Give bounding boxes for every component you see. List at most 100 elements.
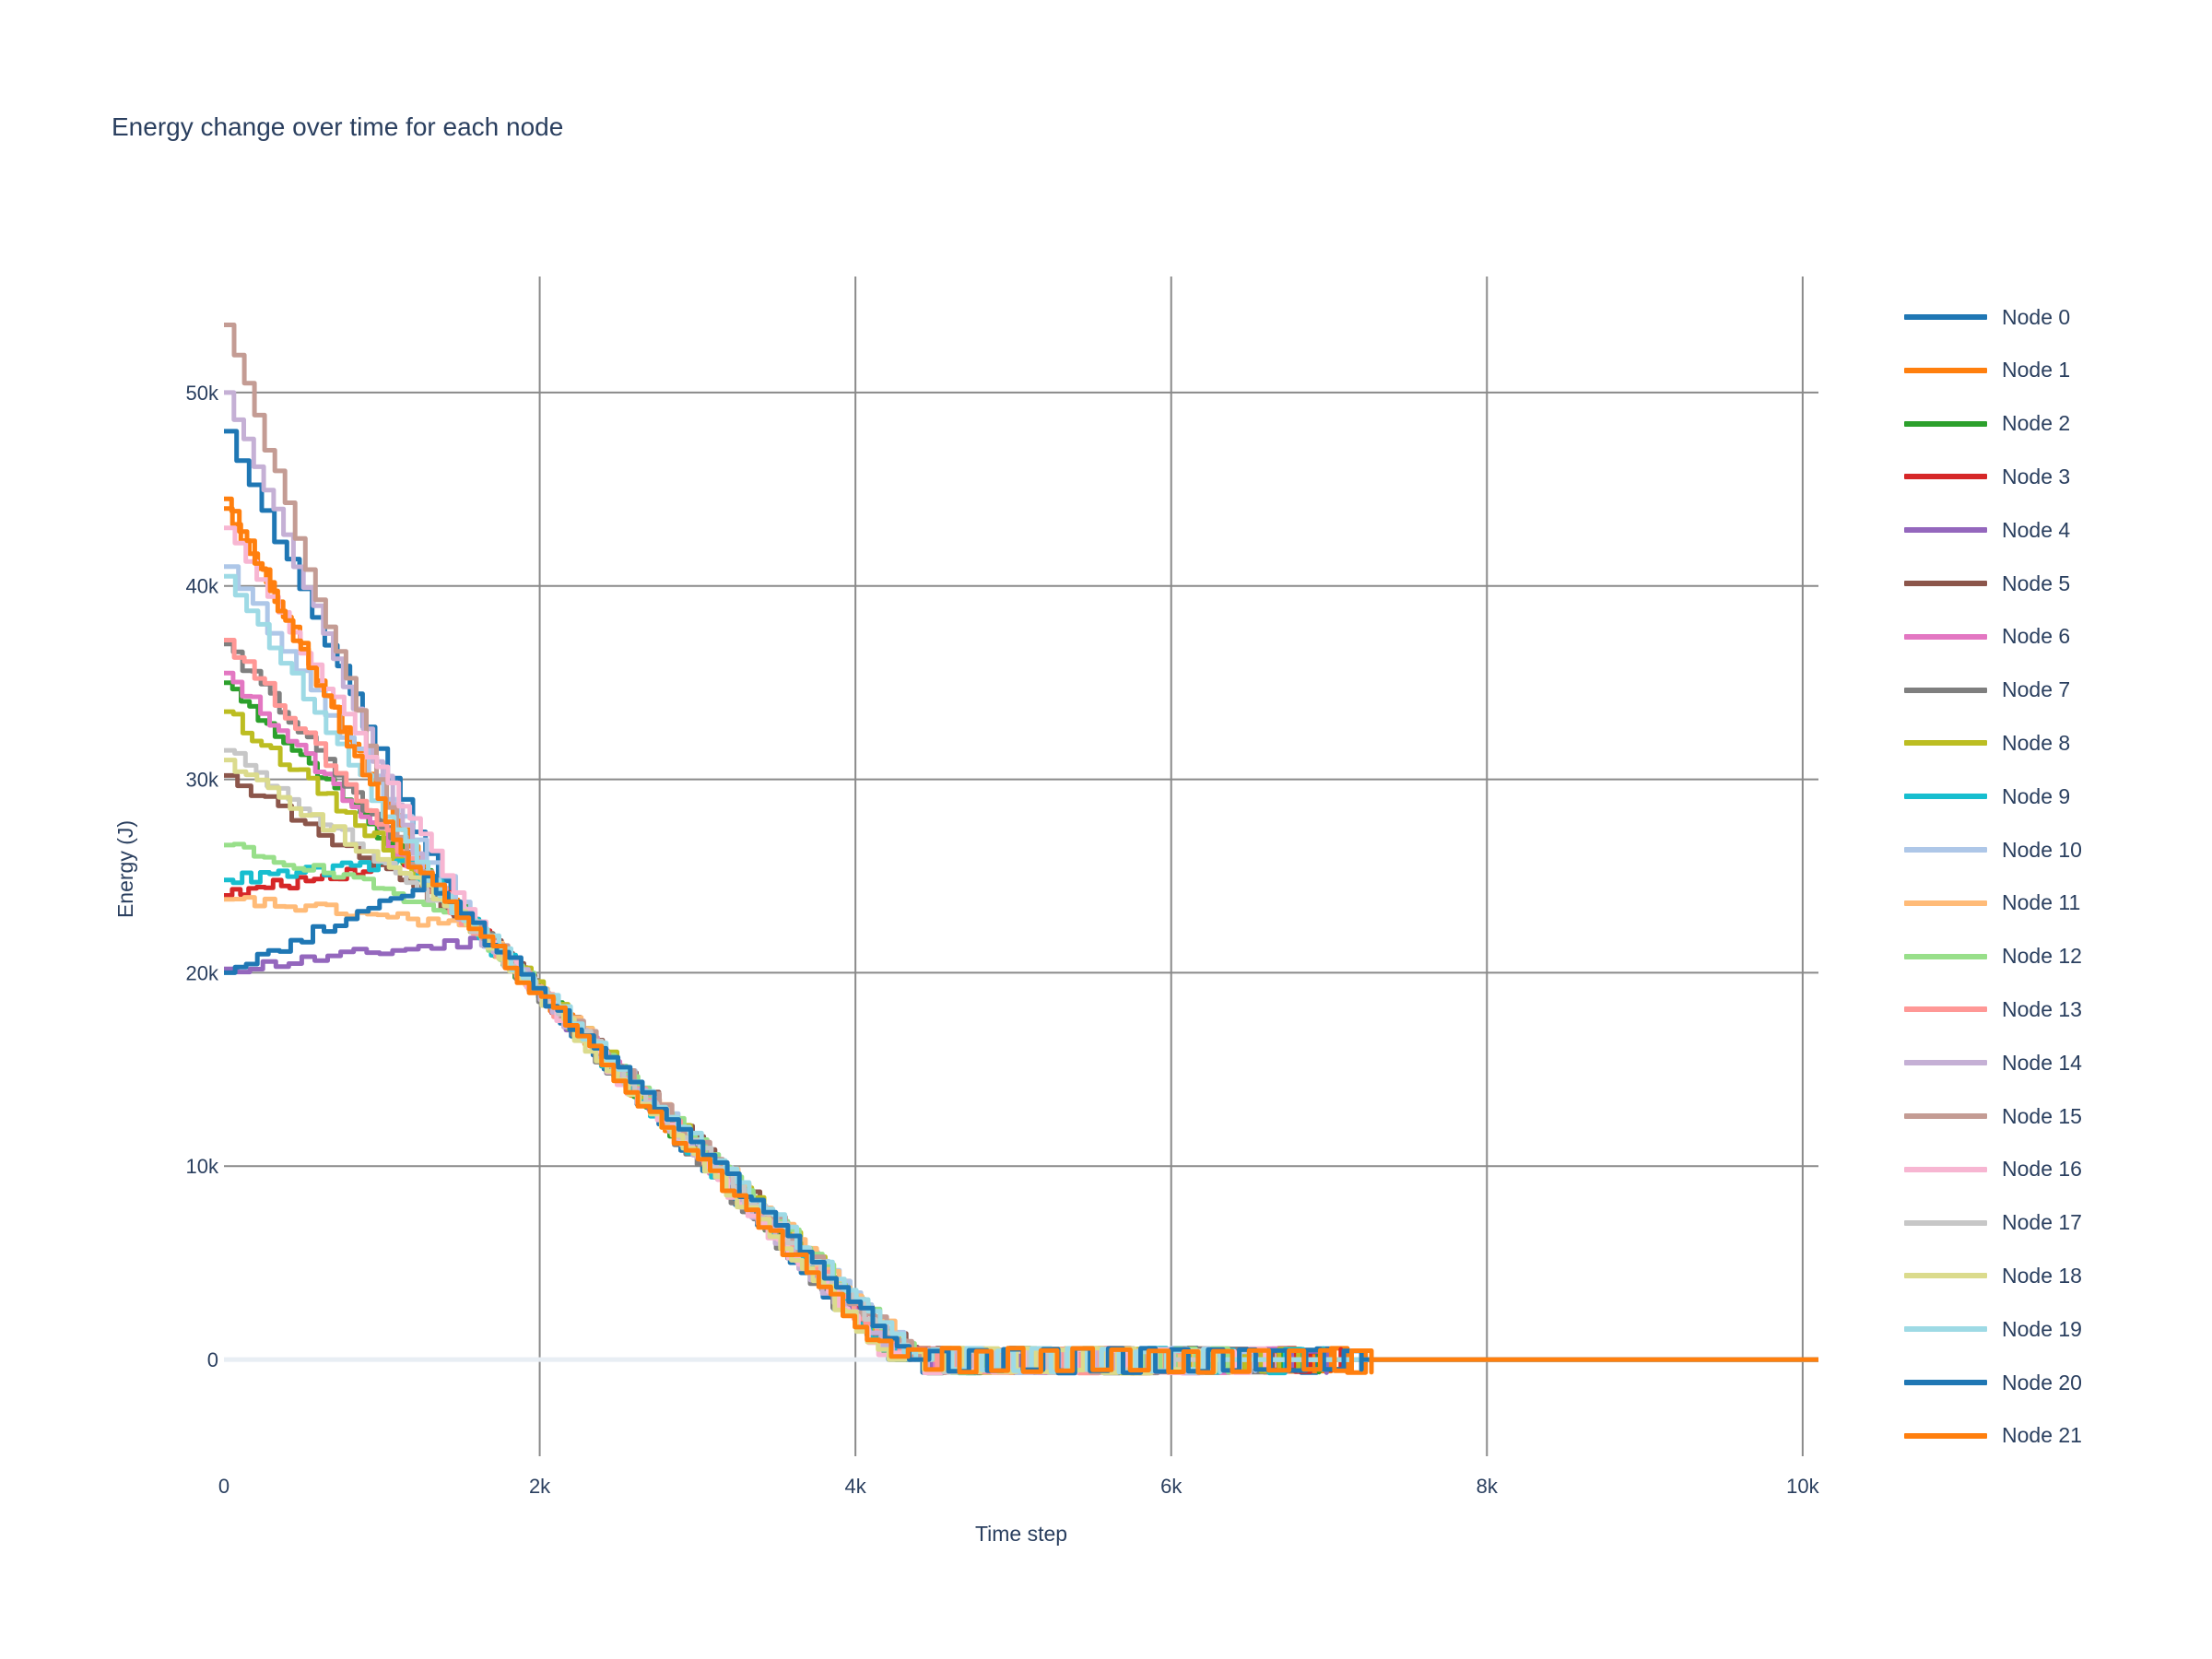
legend-label: Node 7 bbox=[2002, 677, 2071, 702]
legend-item[interactable]: Node 15 bbox=[1904, 1100, 2082, 1133]
legend-label: Node 15 bbox=[2002, 1103, 2082, 1128]
y-tick-label: 40k bbox=[186, 575, 219, 598]
legend-swatch bbox=[1904, 847, 1987, 853]
legend-swatch bbox=[1904, 1273, 1987, 1279]
legend-label: Node 21 bbox=[2002, 1423, 2082, 1448]
legend-swatch bbox=[1904, 314, 1987, 320]
legend-swatch bbox=[1904, 420, 1987, 427]
legend-item[interactable]: Node 19 bbox=[1904, 1312, 2082, 1346]
series-line-node-6 bbox=[224, 670, 1818, 1376]
y-tick-label: 0 bbox=[207, 1348, 218, 1371]
series-line-node-18 bbox=[224, 758, 1818, 1376]
legend-swatch bbox=[1904, 581, 1987, 586]
x-tick-label: 4k bbox=[845, 1475, 867, 1498]
legend-swatch bbox=[1904, 1219, 1987, 1226]
legend-swatch bbox=[1904, 633, 1987, 640]
legend-label: Node 13 bbox=[2002, 996, 2082, 1021]
legend-item[interactable]: Node 20 bbox=[1904, 1366, 2082, 1399]
legend-label: Node 16 bbox=[2002, 1157, 2082, 1182]
legend-item[interactable]: Node 6 bbox=[1904, 620, 2070, 653]
x-tick-label: 10k bbox=[1786, 1475, 1819, 1498]
legend-swatch bbox=[1904, 900, 1987, 906]
legend-item[interactable]: Node 8 bbox=[1904, 726, 2070, 759]
legend-label: Node 19 bbox=[2002, 1316, 2082, 1341]
legend-label: Node 8 bbox=[2002, 730, 2071, 755]
legend-swatch bbox=[1904, 1432, 1987, 1439]
series-line-node-16 bbox=[224, 525, 1818, 1375]
legend-label: Node 10 bbox=[2002, 837, 2082, 862]
y-tick-label: 20k bbox=[186, 961, 219, 984]
legend-swatch bbox=[1904, 474, 1987, 480]
legend-item[interactable]: Node 14 bbox=[1904, 1046, 2082, 1079]
series-line-node-11 bbox=[224, 895, 1818, 1375]
legend-swatch bbox=[1904, 953, 1987, 959]
legend-swatch bbox=[1904, 1060, 1987, 1066]
series-line-node-20 bbox=[224, 874, 1818, 1376]
x-tick-label: 2k bbox=[529, 1475, 551, 1498]
legend-label: Node 1 bbox=[2002, 358, 2071, 382]
gridlines bbox=[224, 276, 1818, 1456]
legend-label: Node 11 bbox=[2002, 890, 2081, 915]
legend-label: Node 3 bbox=[2002, 464, 2071, 488]
x-tick-label: 6k bbox=[1160, 1475, 1182, 1498]
legend-item[interactable]: Node 12 bbox=[1904, 940, 2082, 973]
legend-item[interactable]: Node 16 bbox=[1904, 1153, 2082, 1186]
legend-label: Node 20 bbox=[2002, 1370, 2082, 1394]
series-line-node-13 bbox=[224, 638, 1818, 1376]
legend-swatch bbox=[1904, 1380, 1987, 1385]
series-line-node-7 bbox=[224, 641, 1818, 1376]
series-line-node-15 bbox=[224, 323, 1818, 1375]
series-line-node-4 bbox=[224, 935, 1818, 1375]
legend-label: Node 9 bbox=[2002, 783, 2071, 808]
legend-swatch bbox=[1904, 687, 1987, 693]
series-line-node-9 bbox=[224, 857, 1818, 1376]
y-tick-label: 30k bbox=[186, 769, 219, 792]
legend-swatch bbox=[1904, 1006, 1987, 1013]
legend-swatch bbox=[1904, 527, 1987, 534]
y-tick-label: 50k bbox=[186, 382, 219, 405]
series-line-node-1 bbox=[224, 506, 1818, 1376]
y-axis-title: Energy (J) bbox=[113, 820, 137, 918]
series-line-node-5 bbox=[224, 772, 1818, 1375]
legend-label: Node 4 bbox=[2002, 517, 2071, 542]
legend-label: Node 12 bbox=[2002, 944, 2082, 969]
series-line-node-10 bbox=[224, 564, 1818, 1376]
legend-swatch bbox=[1904, 1326, 1987, 1333]
series-line-node-19 bbox=[224, 573, 1818, 1375]
legend-item[interactable]: Node 18 bbox=[1904, 1259, 2082, 1292]
series-line-node-17 bbox=[224, 747, 1818, 1375]
legend-item[interactable]: Node 5 bbox=[1904, 567, 2070, 600]
legend-item[interactable]: Node 2 bbox=[1904, 407, 2070, 441]
series-line-node-2 bbox=[224, 680, 1818, 1376]
legend-swatch bbox=[1904, 794, 1987, 800]
legend-item[interactable]: Node 11 bbox=[1904, 887, 2080, 920]
legend-item[interactable]: Node 13 bbox=[1904, 993, 2082, 1026]
legend-item[interactable]: Node 21 bbox=[1904, 1419, 2082, 1453]
legend-swatch bbox=[1904, 740, 1987, 747]
legend-item[interactable]: Node 7 bbox=[1904, 674, 2070, 707]
legend-label: Node 17 bbox=[2002, 1210, 2082, 1235]
series-line-node-8 bbox=[224, 709, 1818, 1376]
legend-swatch bbox=[1904, 367, 1987, 373]
legend-item[interactable]: Node 1 bbox=[1904, 354, 2070, 387]
legend-label: Node 18 bbox=[2002, 1263, 2082, 1288]
legend-item[interactable]: Node 0 bbox=[1904, 300, 2070, 334]
x-axis-title: Time step bbox=[975, 1522, 1067, 1546]
axis-tick-labels: 0 2k 4k 6k 8k 10k 0 10k 20k 30k 40k 50k bbox=[186, 382, 1820, 1498]
chart-title: Energy change over time for each node bbox=[112, 112, 564, 141]
legend-label: Node 0 bbox=[2002, 304, 2071, 329]
legend-swatch bbox=[1904, 1166, 1987, 1172]
x-tick-label: 8k bbox=[1477, 1475, 1499, 1498]
legend-item[interactable]: Node 4 bbox=[1904, 513, 2070, 547]
legend-label: Node 6 bbox=[2002, 624, 2071, 649]
legend-item[interactable]: Node 9 bbox=[1904, 780, 2070, 813]
series-layer bbox=[224, 323, 1818, 1376]
series-line-node-21 bbox=[224, 496, 1818, 1375]
legend-item[interactable]: Node 3 bbox=[1904, 460, 2070, 493]
legend-item[interactable]: Node 10 bbox=[1904, 833, 2082, 866]
series-line-node-14 bbox=[224, 390, 1818, 1375]
legend-label: Node 2 bbox=[2002, 411, 2071, 436]
legend-label: Node 14 bbox=[2002, 1050, 2082, 1075]
legend-item[interactable]: Node 17 bbox=[1904, 1206, 2082, 1240]
